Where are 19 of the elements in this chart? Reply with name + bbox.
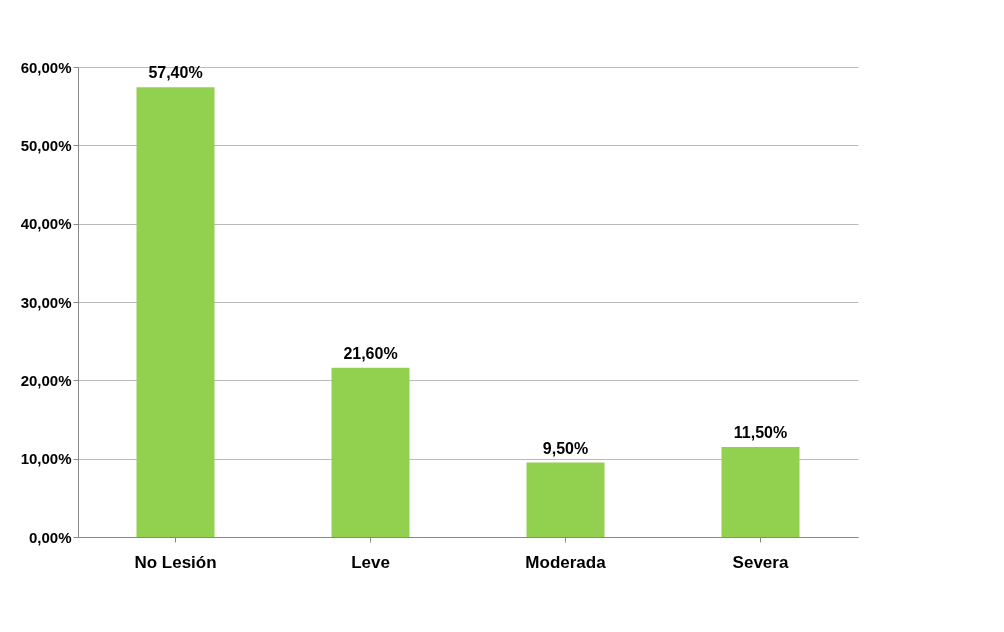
x-tick-label: Severa: [732, 552, 789, 572]
y-tick-label: 40,00%: [20, 215, 72, 233]
y-tick-label: 0,00%: [28, 528, 72, 546]
data-label: 21,60%: [343, 344, 398, 362]
data-label: 57,40%: [148, 64, 203, 82]
y-tick-label: 50,00%: [20, 136, 72, 154]
bar: [331, 367, 410, 537]
data-label: 11,50%: [733, 423, 788, 441]
x-tick-label: No Lesión: [134, 552, 217, 572]
bar: [526, 462, 605, 537]
y-tick-label: 20,00%: [20, 371, 72, 389]
y-tick-label: 30,00%: [20, 293, 72, 311]
y-tick-label: 10,00%: [20, 450, 72, 468]
bar: [721, 446, 800, 537]
data-label: 9,50%: [542, 439, 589, 457]
x-tick-label: Moderada: [525, 552, 607, 572]
x-tick-label: Leve: [351, 552, 390, 572]
bar: [136, 87, 215, 537]
y-tick-label: 60,00%: [20, 58, 72, 76]
